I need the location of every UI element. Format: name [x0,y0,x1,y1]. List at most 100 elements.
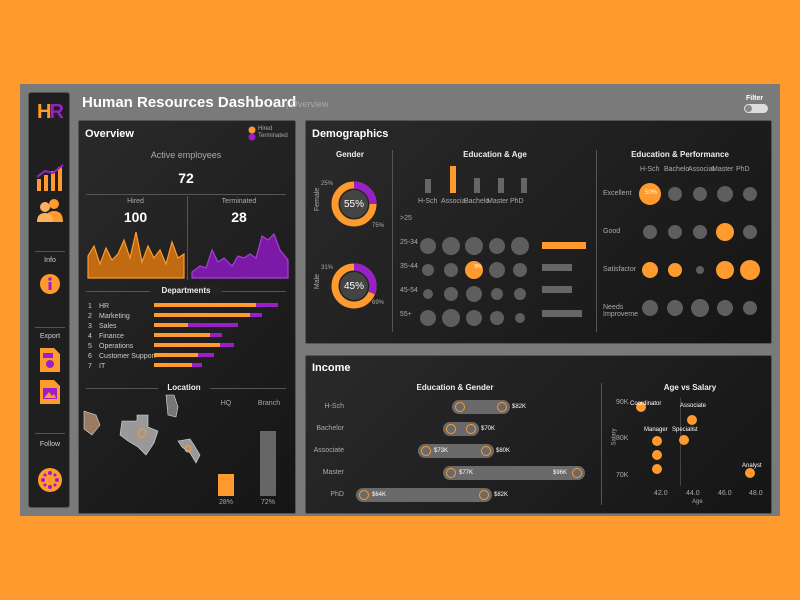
department-rank: 6 [88,353,92,360]
perf-level-label: Satisfactor [603,266,637,273]
edu-perf-bubble [639,183,661,205]
edu-perf-bubble [668,225,682,239]
hq-bar[interactable] [218,473,234,496]
female-marker-icon [455,402,465,412]
department-row[interactable]: 4 Finance [88,332,288,342]
female-marker-icon [446,468,456,478]
age-salary-scatter [636,402,755,478]
income-range-pill[interactable] [356,488,492,502]
branch-bar[interactable] [260,431,276,496]
department-row[interactable]: 3 Sales [88,322,288,332]
age-xtick-48: 48.0 [749,490,763,497]
edu-perf-bubble [743,225,757,239]
pdf-export-icon[interactable] [38,347,62,373]
image-export-icon[interactable] [38,379,62,405]
age-salary-title: Age vs Salary [663,383,717,392]
perf-highlight-label: 50% [644,190,657,196]
bar-chart-icon[interactable] [35,164,65,193]
department-row[interactable]: 1 HR [88,302,288,312]
edu-age-bubble [420,238,436,254]
edu-age-bubble [423,289,433,299]
department-terminated-bar [188,323,238,327]
male-marker-icon [479,490,489,500]
edu-level-label: Bachelo [464,198,490,205]
department-name: Sales [99,323,117,330]
department-hired-bar [154,343,220,347]
income-range-pill[interactable] [443,466,585,480]
edu-age-bubble-grid [420,237,529,327]
female-marker-icon [359,490,369,500]
edu-age-bubble [489,238,505,254]
department-row[interactable]: 2 Marketing [88,312,288,322]
income-row-label: PhD [330,491,344,498]
edu-age-bubble [514,288,526,300]
male-label: Male [314,273,322,290]
female-label: Female [314,187,322,212]
people-icon[interactable] [37,198,63,222]
department-hired-bar [154,363,192,367]
salary-ytick-80k: 80K [616,435,629,442]
hired-label: Hired [127,198,144,205]
departments-title: Departments [150,286,222,295]
active-employees-value: 72 [178,170,194,186]
active-employees-label: Active employees [150,150,222,160]
edu-perf-bubble-grid [639,183,760,317]
edu-perf-bubble [667,300,683,316]
export-label: Export [39,333,61,340]
edu-perf-col-label: Bachelo [664,166,690,173]
department-terminated-bar [210,333,222,337]
edu-perf-bubble [693,225,707,239]
age-group-label: 45-54 [400,287,418,294]
income-title: Income [312,362,351,374]
male-donut [331,263,377,309]
point-coordinator: Coordinator [630,401,662,407]
edu-age-bubble [466,286,482,302]
edu-age-bubble [420,310,436,326]
info-icon[interactable] [39,273,61,295]
department-row[interactable]: 6 Customer Support [88,352,288,362]
toggle-knob [745,105,752,112]
location-title: Location [158,383,210,392]
age-group-label: 35-44 [400,263,418,270]
department-name: Operations [99,343,134,350]
salary-ylabel: Salary [611,428,618,446]
hq-label: HQ [220,400,232,407]
male-marker-icon [481,446,491,456]
income-right-value: $70K [481,426,496,432]
age-group-label: 55+ [400,311,412,318]
terminated-label: Terminated [221,198,257,205]
hired-value: 100 [123,209,148,225]
filter-toggle[interactable] [744,104,768,113]
filter-label: Filter [746,95,764,102]
edu-age-bubble [422,264,434,276]
follow-icon[interactable] [37,467,63,493]
edu-perf-bubble [717,300,733,316]
income-right-value: $80K [496,448,511,454]
edu-age-bubble [490,311,504,325]
income-range-pill[interactable] [452,400,510,414]
edu-perf-bubble [693,187,707,201]
male-center-pct: 45% [343,281,364,292]
page-subtitle: | Overview [286,99,329,109]
department-name: Finance [99,333,124,340]
edu-perf-bubble [716,223,734,241]
edu-count-bars [425,166,527,193]
department-row[interactable]: 5 Operations [88,342,288,352]
department-row[interactable]: 7 IT [88,362,288,372]
income-range-pill[interactable] [418,444,494,458]
edu-age-bubble [442,309,460,327]
female-center-pct: 55% [343,199,364,210]
demographics-title: Demographics [312,128,389,140]
edu-perf-bubble [643,225,657,239]
department-name: Customer Support [99,353,156,360]
age-group-label: 25-34 [400,239,418,246]
department-rank: 4 [88,333,92,340]
edu-age-bubble [465,237,483,255]
perf-level-label: Excellent [603,190,632,197]
department-terminated-bar [198,353,214,357]
age-count-bars [542,242,586,317]
point-manager: Manager [644,427,668,433]
department-terminated-bar [256,303,278,307]
department-terminated-bar [220,343,234,347]
department-hired-bar [154,323,188,327]
